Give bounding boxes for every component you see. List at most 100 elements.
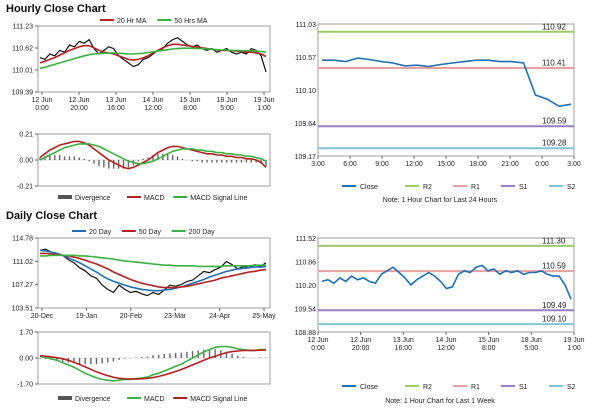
h-lvl-plot-frame <box>317 23 575 157</box>
d-price-ytick-1: 111.02 <box>13 259 33 266</box>
h-macd-macd-line <box>39 140 267 170</box>
daily-section-title: Daily Close Chart <box>6 210 98 222</box>
d-macd-ytick-1: 0.00 <box>19 356 33 363</box>
d-price-ytick-3: 103.51 <box>12 306 34 313</box>
d-macd-ytick-0: 1.70 <box>19 330 33 337</box>
d-lvl-xtick-date-3: 14 Jun <box>435 337 456 344</box>
hourly-levels-chart: 111.03 110.57 110.10 109.64 109.17 110.92 110.… <box>295 22 581 204</box>
d-price-xtick-3: 23-Mar <box>164 313 187 320</box>
h-macd-legend-label-2: MACD Signal Line <box>190 195 247 202</box>
h-lvl-level-label-R1: 110.41 <box>542 59 566 68</box>
d-lvl-xtick-time-1: 20:00 <box>352 345 370 352</box>
h-lvl-xtick-4: 15:00 <box>437 161 455 168</box>
h-macd-legend-swatch-0 <box>58 195 72 199</box>
h-lvl-xtick-1: 6:00 <box>343 161 357 168</box>
d-price-xtick-1: 19-Jan <box>76 313 98 320</box>
h-lvl-legend-label-3: S1 <box>519 184 528 191</box>
h-price-xtick-date-0: 12 Jun <box>31 97 52 104</box>
d-macd-legend-swatch-0 <box>58 396 72 400</box>
h-price-xtick-date-2: 13 Jun <box>105 97 126 104</box>
h-macd-legend-label-1: MACD <box>144 195 165 202</box>
h-lvl-level-label-S2: 109.28 <box>542 139 567 148</box>
daily-price-chart: 20 Day 50 Day 200 Day 114.78 111.02 107.27 103… <box>12 229 277 320</box>
d-price-xtick-0: 20-Dec <box>31 313 54 320</box>
h-lvl-xtick-3: 12:00 <box>405 161 423 168</box>
h-price-xtick-time-3: 12:00 <box>144 105 162 112</box>
d-macd-ytick-2: -1.70 <box>17 382 33 389</box>
d-price-ma200-line <box>40 254 266 268</box>
d-lvl-legend-label-1: R2 <box>423 384 432 391</box>
h-price-xtick-date-3: 14 Jun <box>142 97 163 104</box>
h-lvl-legend-label-4: S2 <box>567 184 576 191</box>
h-macd-signal-line <box>39 143 267 165</box>
d-lvl-ytick-2: 110.20 <box>295 283 316 290</box>
d-lvl-legend-label-2: R1 <box>471 384 480 391</box>
h-lvl-legend-label-2: R1 <box>471 184 480 191</box>
hourly-macd-chart: 0.21 0.00 -0.21 Divergence MACD MACD Signal L… <box>17 132 271 202</box>
h-lvl-xtick-7: 0:00 <box>535 161 549 168</box>
d-price-ma20-line <box>39 249 267 292</box>
h-lvl-ytick-3: 109.64 <box>295 121 317 128</box>
h-macd-legend-label-0: Divergence <box>75 195 111 202</box>
h-price-ma50-line <box>39 47 267 70</box>
d-macd-signal-line <box>39 349 267 380</box>
d-price-legend-label-0: 20 Day <box>89 229 112 236</box>
h-price-xtick-date-6: 19 Jun <box>253 97 274 104</box>
d-lvl-legend-label-0: Close <box>360 384 378 391</box>
d-price-ytick-0: 114.78 <box>12 236 33 243</box>
d-lvl-note: Note: 1 Hour Chart for Last 1 Week <box>385 398 495 405</box>
d-lvl-legend-label-3: S1 <box>519 384 528 391</box>
h-price-ytick-2: 110.01 <box>12 68 33 75</box>
h-macd-ytick-2: -0.21 <box>17 184 33 191</box>
d-macd-legend-label-1: MACD <box>144 396 165 403</box>
d-price-xtick-2: 20-Feb <box>120 313 142 320</box>
h-price-xtick-time-6: 1:00 <box>257 105 271 112</box>
daily-macd-chart: 1.70 0.00 -1.70 Divergence MACD MACD Signal L… <box>17 330 271 403</box>
h-price-xtick-time-2: 16:00 <box>107 105 125 112</box>
h-price-xtick-time-5: 5:00 <box>220 105 234 112</box>
daily-levels-chart: 111.52 110.86 110.20 109.54 108.88 111.30 110.… <box>295 236 585 405</box>
d-lvl-xtick-time-0: 0:00 <box>311 345 325 352</box>
h-price-plot-frame <box>37 25 271 93</box>
hourly-price-chart: 20 Hr MA 50 Hrs MA 111.23 110.62 110.01 109.3… <box>12 18 275 112</box>
d-lvl-xtick-time-2: 16:00 <box>395 345 413 352</box>
h-price-ytick-1: 110.62 <box>12 46 33 53</box>
d-lvl-plot-frame <box>317 237 575 333</box>
h-lvl-ytick-1: 110.57 <box>295 55 316 62</box>
h-lvl-level-label-R2: 110.92 <box>542 22 566 31</box>
h-lvl-ytick-0: 111.03 <box>296 22 316 29</box>
h-lvl-xtick-2: 9:00 <box>375 161 389 168</box>
d-lvl-xtick-time-4: 8:00 <box>482 345 496 352</box>
d-lvl-ytick-3: 109.54 <box>295 307 317 314</box>
d-lvl-xtick-time-6: 1:00 <box>567 345 581 352</box>
h-lvl-xtick-0: 3:00 <box>311 161 325 168</box>
h-price-close-line <box>39 37 267 73</box>
d-price-ma50-line <box>40 252 267 289</box>
d-price-legend-label-1: 50 Day <box>139 229 162 236</box>
h-lvl-ytick-2: 110.10 <box>295 88 316 95</box>
h-price-legend-label-1: 50 Hrs MA <box>174 18 207 25</box>
h-macd-ytick-0: 0.21 <box>19 132 33 139</box>
d-lvl-xtick-time-5: 5:00 <box>525 345 539 352</box>
h-price-xtick-time-4: 8:00 <box>183 105 197 112</box>
h-lvl-xtick-6: 21:00 <box>501 161 519 168</box>
d-macd-legend-label-2: MACD Signal Line <box>190 396 247 403</box>
h-lvl-legend-label-0: Close <box>360 184 378 191</box>
d-lvl-level-label-R2: 111.30 <box>542 236 566 245</box>
d-lvl-ytick-1: 110.86 <box>295 260 316 267</box>
d-price-close-line <box>39 248 267 297</box>
d-price-xtick-4: 24-Apr <box>209 313 231 320</box>
d-lvl-level-label-R1: 110.59 <box>542 262 566 271</box>
h-lvl-legend-label-1: R2 <box>423 184 432 191</box>
d-lvl-ytick-4: 108.88 <box>295 330 317 337</box>
d-lvl-xtick-date-2: 13 Jun <box>393 337 414 344</box>
d-macd-legend-label-0: Divergence <box>75 396 111 403</box>
d-lvl-xtick-time-3: 12:00 <box>437 345 455 352</box>
d-lvl-close-line <box>321 264 572 300</box>
d-price-xtick-5: 25-May <box>252 313 276 320</box>
h-price-xtick-date-4: 15 Jun <box>179 97 200 104</box>
d-lvl-ytick-0: 111.52 <box>296 236 316 243</box>
h-price-xtick-time-1: 20:00 <box>70 105 88 112</box>
h-price-ytick-0: 111.23 <box>13 24 33 31</box>
h-lvl-close-line <box>322 57 572 108</box>
